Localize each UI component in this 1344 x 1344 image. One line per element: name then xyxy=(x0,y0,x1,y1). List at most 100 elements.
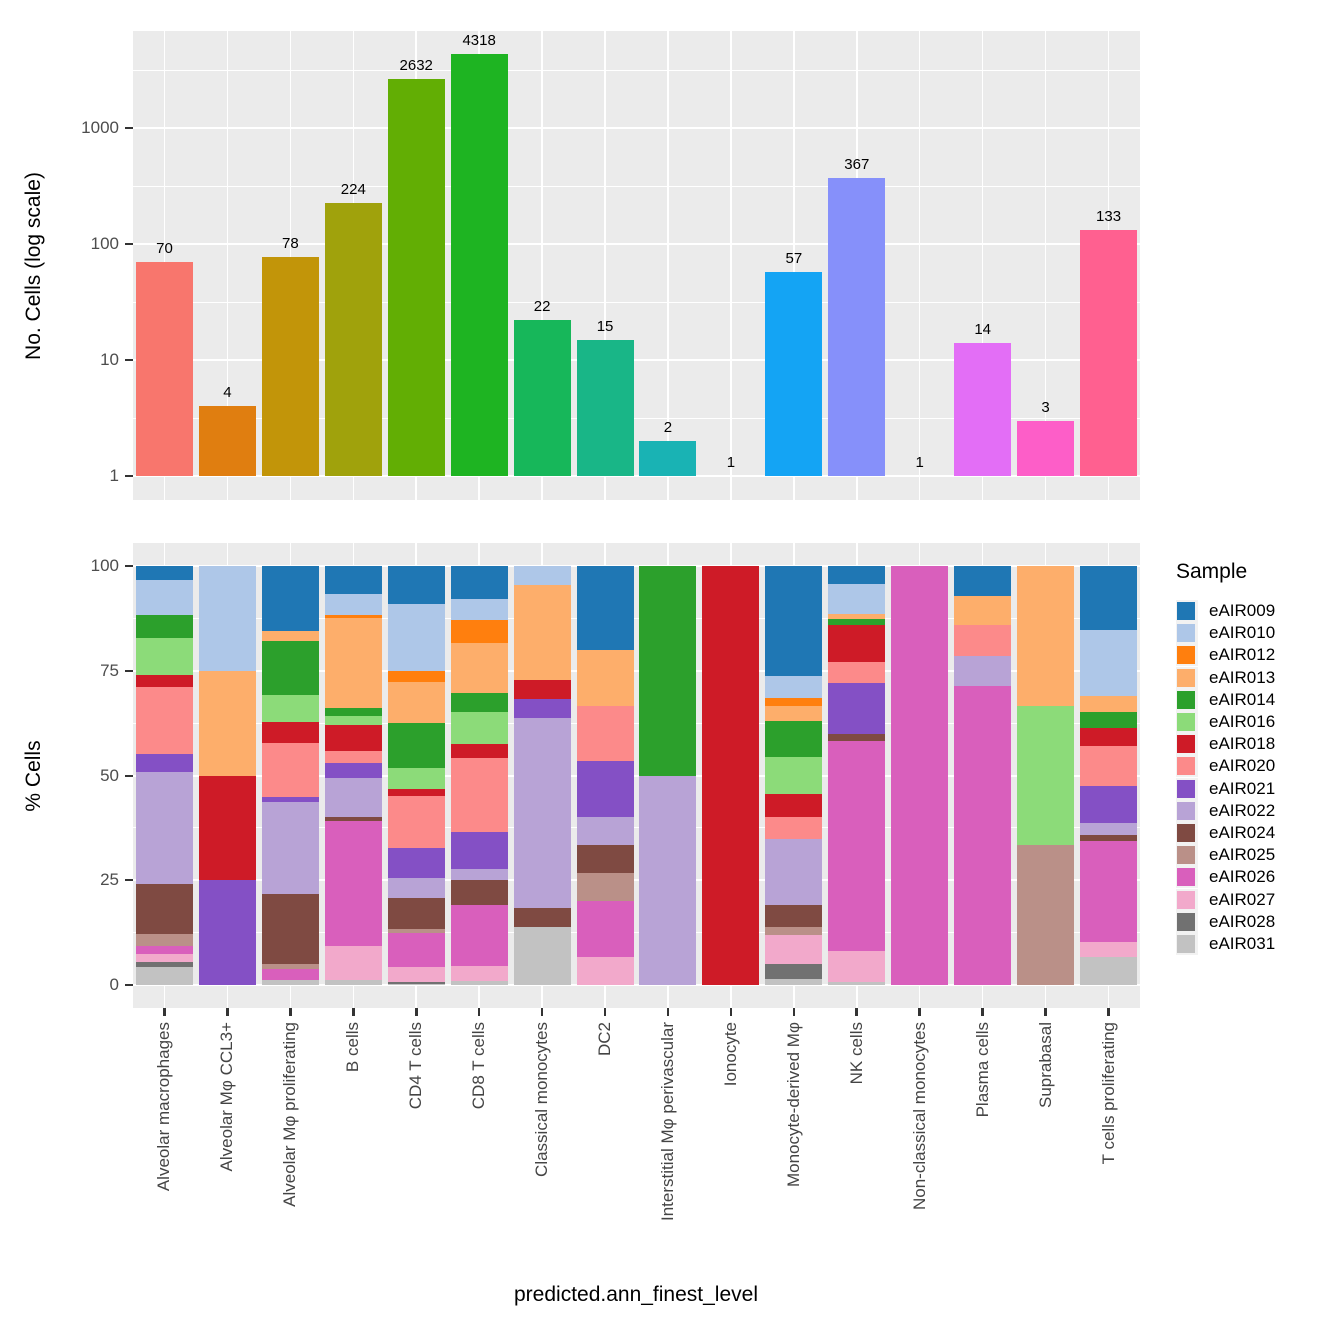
grid-x-line xyxy=(730,31,732,500)
legend-key xyxy=(1176,821,1198,844)
y-tick-label: 1000 xyxy=(81,118,119,137)
stack-segment-eAIR016 xyxy=(450,712,508,745)
x-category-label-text: Non-classical monocytes xyxy=(909,1022,929,1211)
legend-key xyxy=(1176,644,1198,667)
stack-segment-eAIR024 xyxy=(765,904,823,928)
x-category-label-text: NK cells xyxy=(846,1022,866,1085)
legend-swatch-eAIR025 xyxy=(1177,846,1195,865)
stack-segment-eAIR020 xyxy=(324,751,382,763)
legend-swatch-eAIR021 xyxy=(1177,779,1195,798)
stack-segment-eAIR009 xyxy=(576,566,634,650)
stack-segment-eAIR020 xyxy=(954,625,1012,656)
grid-x-line xyxy=(541,31,543,500)
stack-segment-eAIR014 xyxy=(1080,711,1138,729)
stack-segment-eAIR026 xyxy=(1080,840,1138,943)
count-bar-label: 3 xyxy=(1041,398,1050,416)
stack-segment-eAIR021 xyxy=(324,762,382,778)
stack-segment-eAIR022 xyxy=(135,772,193,884)
grid-major-y xyxy=(133,475,1140,477)
count-bar-label: 1 xyxy=(915,454,924,471)
count-bar-label: 57 xyxy=(785,250,803,268)
stack-segment-eAIR021 xyxy=(576,761,634,817)
count-bar-label: 15 xyxy=(596,317,614,335)
x-tick xyxy=(729,1008,733,1016)
stack-segment-eAIR016 xyxy=(1017,705,1075,846)
x-tick xyxy=(855,1008,859,1016)
stack-segment-eAIR026 xyxy=(387,933,445,967)
stack-segment-eAIR022 xyxy=(450,869,508,881)
count-bar xyxy=(1080,229,1138,476)
legend-label: eAIR021 xyxy=(1209,778,1276,798)
stack-segment-eAIR013 xyxy=(450,642,508,694)
stack-segment-eAIR010 xyxy=(387,604,445,671)
legend-item-eAIR016: eAIR016 xyxy=(1176,711,1344,734)
count-bar xyxy=(387,79,445,476)
x-category-label: Interstitial Mφ perivascular xyxy=(656,1022,680,1284)
stack-segment-eAIR018 xyxy=(387,789,445,797)
y-tick-label: 25 xyxy=(100,870,119,890)
stack-segment-eAIR012 xyxy=(450,620,508,643)
legend-title: Sample xyxy=(1176,560,1248,583)
stack-segment-eAIR020 xyxy=(828,661,886,683)
stack-segment-eAIR022 xyxy=(387,878,445,899)
stack-segment-eAIR025 xyxy=(261,963,319,970)
x-tick xyxy=(540,1008,544,1016)
legend-label: eAIR026 xyxy=(1209,867,1276,887)
stack-segment-eAIR016 xyxy=(324,715,382,725)
stack-segment-eAIR018 xyxy=(828,624,886,662)
stack-segment-eAIR031 xyxy=(387,983,445,985)
stack-segment-eAIR024 xyxy=(261,893,319,964)
grid-x-line xyxy=(793,31,795,500)
stack-segment-eAIR025 xyxy=(576,873,634,902)
grid-major-y xyxy=(133,565,1140,567)
count-bar-label: 4 xyxy=(223,384,232,402)
x-category-label: Alveolar Mφ CCL3+ xyxy=(215,1022,239,1284)
count-bar-label: 224 xyxy=(340,181,366,199)
legend-swatch-eAIR009 xyxy=(1177,602,1195,621)
stack-segment-eAIR013 xyxy=(387,682,445,723)
y-tick xyxy=(125,984,133,986)
stack-segment-eAIR009 xyxy=(135,566,193,580)
y-tick xyxy=(125,243,133,245)
stack-segment-eAIR013 xyxy=(765,705,823,721)
stack-segment-eAIR031 xyxy=(828,982,886,985)
stack-segment-eAIR014 xyxy=(765,720,823,758)
grid-x-line xyxy=(667,31,669,500)
legend-item-eAIR013: eAIR013 xyxy=(1176,666,1344,689)
stack-segment-eAIR018 xyxy=(1080,728,1138,747)
count-bar-label: 367 xyxy=(844,156,870,174)
stack-segment-eAIR020 xyxy=(450,757,508,833)
x-tick xyxy=(1044,1008,1047,1016)
stack-segment-eAIR018 xyxy=(702,566,760,985)
count-bar xyxy=(261,256,319,476)
stack-segment-eAIR022 xyxy=(954,655,1012,686)
stack-segment-eAIR021 xyxy=(828,682,886,734)
legend-swatch-eAIR018 xyxy=(1177,735,1195,754)
grid-minor-y xyxy=(133,69,1140,71)
grid-minor-y xyxy=(133,185,1140,187)
grid-major-y xyxy=(133,243,1140,245)
stack-segment-eAIR027 xyxy=(387,966,445,983)
count-bar xyxy=(639,441,697,476)
stack-segment-eAIR021 xyxy=(198,880,256,985)
stack-segment-eAIR026 xyxy=(135,946,193,954)
y-tick xyxy=(125,127,133,129)
stack-segment-eAIR012 xyxy=(324,614,382,619)
x-category-label-text: T cells proliferating xyxy=(1098,1022,1118,1165)
stack-segment-eAIR031 xyxy=(450,981,508,985)
y-tick-label: 0 xyxy=(109,975,119,994)
grid-x-line xyxy=(604,31,606,500)
stack-segment-eAIR018 xyxy=(324,724,382,752)
stack-segment-eAIR031 xyxy=(765,978,823,985)
count-bar-label: 2632 xyxy=(399,57,433,75)
legend-swatch-eAIR022 xyxy=(1177,801,1195,820)
stack-segment-eAIR026 xyxy=(954,685,1012,985)
stack-segment-eAIR021 xyxy=(1080,785,1138,824)
legend-key xyxy=(1176,777,1198,800)
stack-segment-eAIR020 xyxy=(765,816,823,839)
grid-major-y xyxy=(133,127,1140,129)
stack-segment-eAIR027 xyxy=(450,965,508,982)
count-bar xyxy=(135,261,193,476)
x-category-label-text: Plasma cells xyxy=(972,1022,992,1118)
y-tick-label: 50 xyxy=(100,765,119,785)
